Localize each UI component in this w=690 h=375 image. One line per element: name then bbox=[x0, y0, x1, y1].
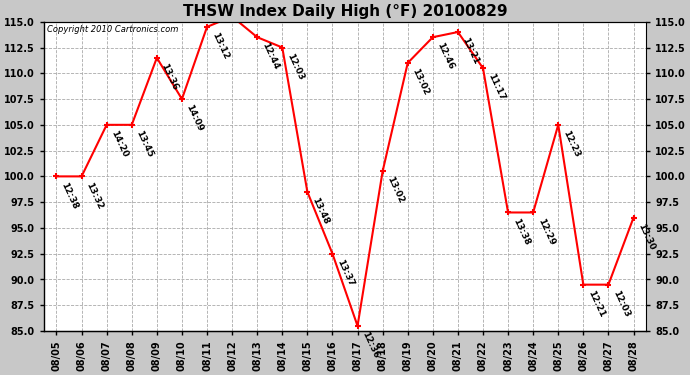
Text: 14:09: 14:09 bbox=[185, 103, 205, 133]
Text: 12:23: 12:23 bbox=[561, 129, 581, 159]
Text: 13:02: 13:02 bbox=[386, 176, 406, 205]
Text: 14:20: 14:20 bbox=[110, 129, 130, 159]
Text: 12:38: 12:38 bbox=[59, 180, 79, 210]
Text: 13:21: 13:21 bbox=[461, 36, 481, 66]
Text: 12:44: 12:44 bbox=[260, 41, 280, 71]
Text: 12:03: 12:03 bbox=[611, 289, 631, 318]
Text: 13:02: 13:02 bbox=[411, 67, 431, 97]
Text: 13:32: 13:32 bbox=[84, 180, 105, 210]
Text: 13:38: 13:38 bbox=[511, 217, 531, 246]
Text: 11:17: 11:17 bbox=[486, 72, 506, 102]
Text: 13:12: 13:12 bbox=[210, 31, 230, 61]
Text: 13:48: 13:48 bbox=[310, 196, 331, 226]
Text: 13:36: 13:36 bbox=[159, 62, 180, 92]
Text: 13:30: 13:30 bbox=[636, 222, 656, 251]
Text: 13:37: 13:37 bbox=[335, 258, 355, 288]
Text: 11:45: 11:45 bbox=[0, 374, 1, 375]
Text: Copyright 2010 Cartronics.com: Copyright 2010 Cartronics.com bbox=[47, 25, 178, 34]
Text: 13:45: 13:45 bbox=[135, 129, 155, 159]
Text: 12:36: 12:36 bbox=[360, 330, 381, 360]
Text: 12:29: 12:29 bbox=[536, 217, 556, 246]
Title: THSW Index Daily High (°F) 20100829: THSW Index Daily High (°F) 20100829 bbox=[183, 4, 507, 19]
Text: 12:21: 12:21 bbox=[586, 289, 607, 319]
Text: 12:03: 12:03 bbox=[285, 52, 305, 81]
Text: 12:46: 12:46 bbox=[435, 41, 456, 71]
